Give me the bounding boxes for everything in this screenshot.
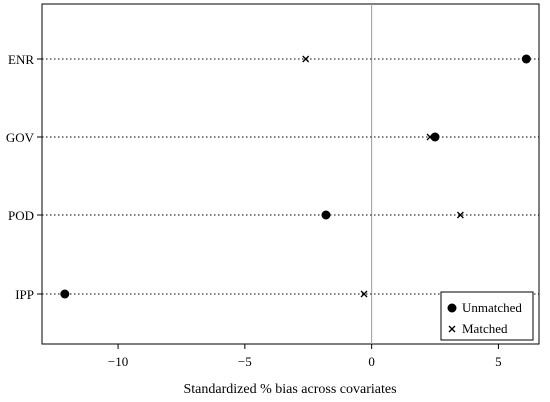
legend-matched-marker <box>448 325 456 333</box>
xtick-label: 0 <box>368 354 375 369</box>
category-gridlines <box>37 58 539 295</box>
legend: Unmatched Matched <box>440 291 534 341</box>
data-points <box>60 54 531 299</box>
unmatched-point-enr <box>521 54 531 64</box>
matched-point-enr <box>302 55 310 63</box>
xtick-label: 5 <box>495 354 502 369</box>
category-label-ipp: IPP <box>15 287 34 302</box>
x-axis-title: Standardized % bias across covariates <box>183 382 396 397</box>
category-label-enr: ENR <box>8 52 34 67</box>
legend-box <box>440 291 534 341</box>
matched-point-ipp <box>360 290 368 298</box>
unmatched-point-pod <box>321 210 331 220</box>
unmatched-point-gov <box>430 132 440 142</box>
category-label-gov: GOV <box>6 130 35 145</box>
unmatched-point-ipp <box>60 289 70 299</box>
matched-point-pod <box>456 211 464 219</box>
legend-unmatched-label: Unmatched <box>462 300 522 315</box>
category-labels: ENR GOV POD IPP <box>6 52 35 302</box>
category-label-pod: POD <box>8 208 34 223</box>
legend-unmatched-marker <box>447 303 457 313</box>
x-axis-ticks: −10 −5 0 5 <box>108 344 502 369</box>
plot-frame <box>41 3 540 345</box>
xtick-label: −5 <box>238 354 252 369</box>
legend-matched-label: Matched <box>462 321 508 336</box>
matched-point-gov <box>426 133 434 141</box>
xtick-label: −10 <box>108 354 128 369</box>
